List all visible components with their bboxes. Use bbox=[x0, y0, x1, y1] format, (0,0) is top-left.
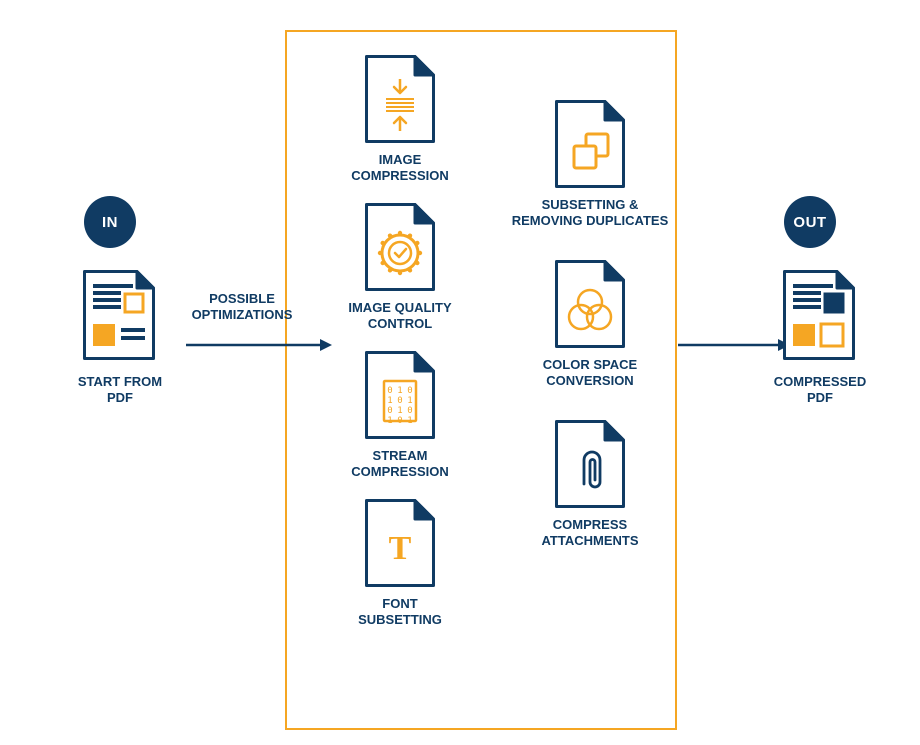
step-compress-attachments-icon bbox=[555, 420, 625, 508]
svg-text:0: 0 bbox=[407, 406, 412, 416]
out-doc-icon bbox=[783, 270, 855, 360]
arrow-in-label: POSSIBLE OPTIMIZATIONS bbox=[182, 291, 302, 322]
step-font-subsetting-icon: T bbox=[365, 499, 435, 587]
svg-text:0: 0 bbox=[397, 416, 402, 426]
svg-text:0: 0 bbox=[387, 406, 392, 416]
svg-text:1: 1 bbox=[407, 396, 412, 406]
step-image-quality-control-icon bbox=[365, 203, 435, 291]
step-stream-compression-icon: 010101010101 bbox=[365, 351, 435, 439]
step-image-quality-control-label: IMAGE QUALITY CONTROL bbox=[320, 300, 480, 333]
step-font-subsetting-label: FONT SUBSETTING bbox=[320, 596, 480, 629]
in-badge: IN bbox=[84, 196, 136, 248]
in-doc-label: START FROM PDF bbox=[60, 374, 180, 407]
svg-text:1: 1 bbox=[387, 396, 392, 406]
svg-text:0: 0 bbox=[407, 386, 412, 396]
step-color-space-conversion-icon bbox=[555, 260, 625, 348]
arrow-out bbox=[678, 335, 792, 355]
step-color-space-conversion-label: COLOR SPACE CONVERSION bbox=[510, 357, 670, 390]
out-doc-label: COMPRESSED PDF bbox=[760, 374, 880, 407]
step-stream-compression-label: STREAM COMPRESSION bbox=[320, 448, 480, 481]
step-compress-attachments-label: COMPRESS ATTACHMENTS bbox=[510, 517, 670, 550]
svg-text:T: T bbox=[389, 530, 412, 567]
arrow-in bbox=[186, 335, 334, 355]
step-subsetting-duplicates-label: SUBSETTING & REMOVING DUPLICATES bbox=[510, 197, 670, 230]
in-doc-icon bbox=[83, 270, 155, 360]
step-image-compression-icon bbox=[365, 55, 435, 143]
svg-text:0: 0 bbox=[387, 386, 392, 396]
svg-text:1: 1 bbox=[407, 416, 412, 426]
svg-text:0: 0 bbox=[397, 396, 402, 406]
out-badge: OUT bbox=[784, 196, 836, 248]
step-subsetting-duplicates-icon bbox=[555, 100, 625, 188]
svg-text:1: 1 bbox=[397, 406, 402, 416]
step-image-compression-label: IMAGE COMPRESSION bbox=[320, 152, 480, 185]
svg-text:1: 1 bbox=[387, 416, 392, 426]
svg-text:1: 1 bbox=[397, 386, 402, 396]
